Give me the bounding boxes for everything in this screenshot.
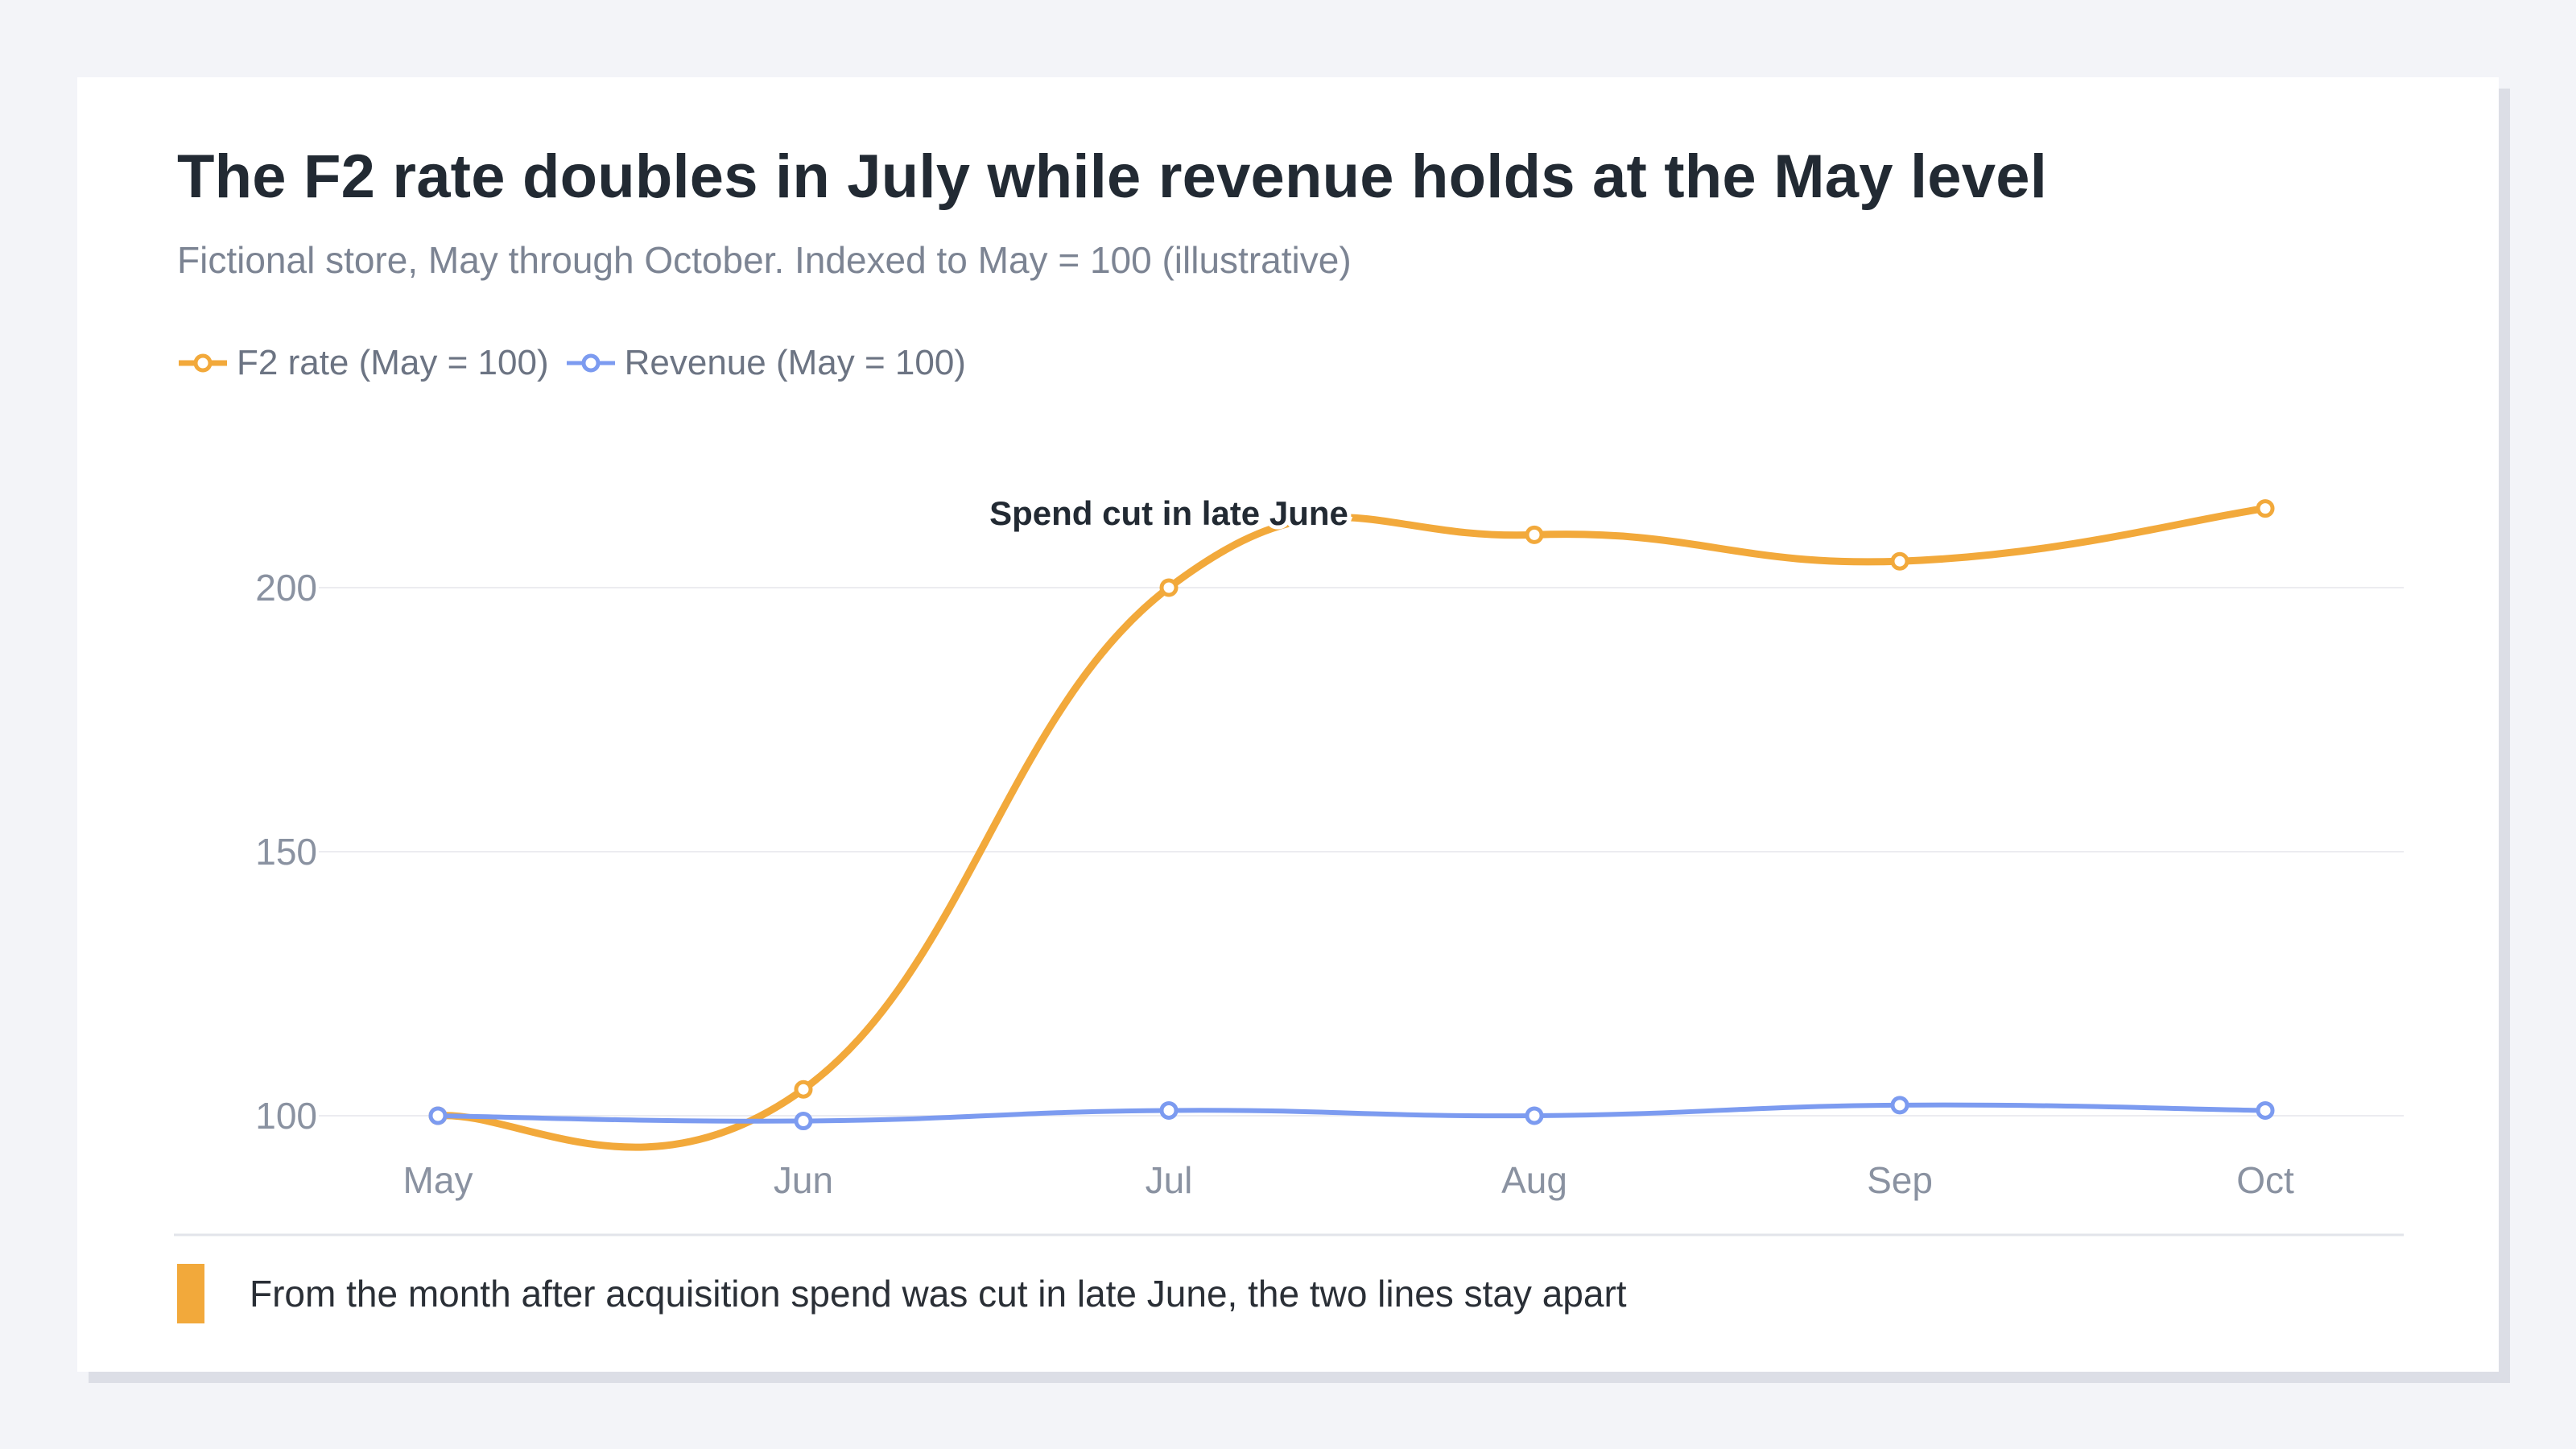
x-axis-ticks: May Jun Jul Aug Sep Oct [403,1159,2294,1201]
chart-subtitle: Fictional store, May through October. In… [177,239,1352,281]
x-tick-label-may: May [403,1159,473,1201]
grid-lines [319,587,2404,1117]
x-tick-label-oct: Oct [2236,1159,2294,1201]
x-tick-label-jun: Jun [774,1159,833,1201]
series-line-f2-rate [434,505,2269,1151]
series-lines [434,505,2269,1151]
x-tick-label-jul: Jul [1146,1159,1193,1201]
y-tick-label-100: 100 [255,1095,317,1137]
footer-note: From the month after acquisition spend w… [250,1273,1627,1315]
y-tick-label-200: 200 [255,567,317,609]
data-point-revenue-may[interactable] [428,1106,448,1125]
legend-item-f2-rate[interactable]: F2 rate (May = 100) [177,343,549,383]
data-point-f2-rate-jun[interactable] [794,1080,813,1099]
legend-marker-f2-rate [179,353,227,373]
data-points [428,499,2275,1131]
legend-label-revenue: Revenue (May = 100) [624,343,966,382]
line-chart: 100 150 200 May Jun Jul Aug Sep Oct Spend cut i… [174,490,2404,1236]
chart-legend: F2 rate (May = 100) Revenue (May = 100) [177,343,982,383]
series-line-revenue [436,1102,2268,1124]
data-point-revenue-oct[interactable] [2256,1100,2275,1120]
legend-item-revenue[interactable]: Revenue (May = 100) [565,343,966,383]
data-point-f2-rate-aug[interactable] [1525,525,1544,544]
data-point-revenue-aug[interactable] [1525,1106,1544,1125]
data-point-f2-rate-sep[interactable] [1890,551,1909,571]
data-point-revenue-jul[interactable] [1159,1100,1179,1120]
footer-accent-bar [177,1264,204,1323]
chart-card: The F2 rate doubles in July while revenu… [77,77,2499,1372]
data-point-f2-rate-oct[interactable] [2256,499,2275,518]
chart-annotation: Spend cut in late June [989,494,1348,532]
x-tick-label-aug: Aug [1501,1159,1567,1201]
data-point-revenue-sep[interactable] [1890,1096,1909,1115]
data-point-revenue-jun[interactable] [794,1112,813,1131]
y-axis-ticks: 100 150 200 [255,567,317,1137]
legend-marker-revenue [566,353,615,373]
x-tick-label-sep: Sep [1867,1159,1933,1201]
y-tick-label-150: 150 [255,831,317,873]
legend-label-f2-rate: F2 rate (May = 100) [237,343,549,382]
chart-title: The F2 rate doubles in July while revenu… [177,142,2048,211]
data-point-f2-rate-jul[interactable] [1159,578,1179,597]
